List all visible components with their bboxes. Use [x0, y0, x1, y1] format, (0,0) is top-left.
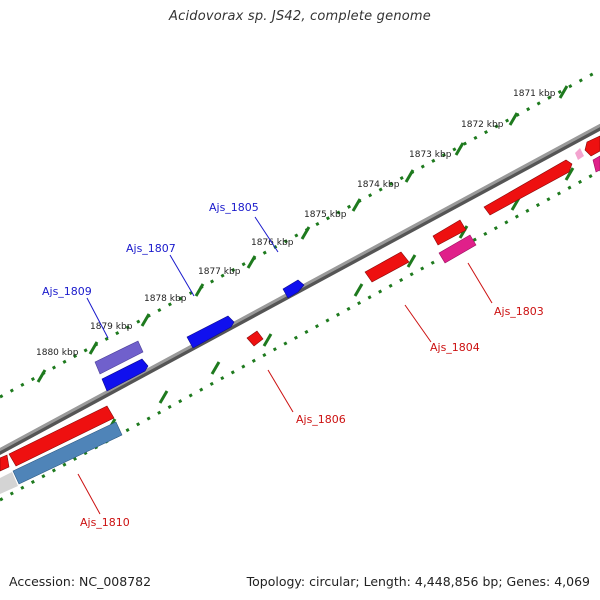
gene-label-ajs-1809: Ajs_1809: [42, 285, 92, 298]
topology-text: Topology: circular; Length: 4,448,856 bp…: [246, 574, 590, 589]
gene-label-ajs-1805: Ajs_1805: [209, 201, 259, 214]
gene-arrow-ajs-1809[interactable]: [94, 340, 144, 375]
callout-line-ajs-1807: [169, 254, 195, 297]
callout-line-ajs-1809: [86, 297, 109, 339]
gene-arrow-ajs-1810[interactable]: [12, 421, 123, 485]
kbp-tick-1877: [246, 255, 257, 269]
kbp-label: 1875 kbp: [304, 210, 347, 220]
kbp-label: 1873 kbp: [409, 150, 452, 160]
kbp-label: 1872 kbp: [461, 120, 504, 130]
gene-arrow-long-left[interactable]: [8, 405, 115, 467]
kbp-tick-1874: [404, 169, 415, 183]
gene-arrow-left-edge[interactable]: [0, 454, 10, 472]
callout-line-ajs-1805: [254, 216, 279, 253]
kbp-tick-1876: [300, 226, 311, 240]
kbp-label: 1877 kbp: [198, 267, 241, 277]
gene-arrow-ajs-1807[interactable]: [186, 315, 235, 349]
inner-tick: [262, 333, 273, 347]
gene-arrow-grey[interactable]: [0, 472, 18, 494]
gene-arrow-small[interactable]: [432, 219, 467, 246]
kbp-tick-1873: [454, 142, 465, 156]
gene-arrow-ajs-1804[interactable]: [364, 251, 410, 283]
kbp-tick-1880: [88, 341, 99, 355]
gene-arrow-ajs-1806[interactable]: [246, 330, 264, 347]
inner-tick: [158, 390, 169, 404]
outer-tick-track: [0, 68, 600, 399]
callout-line-ajs-1806: [267, 369, 294, 413]
kbp-label: 1874 kbp: [357, 180, 400, 190]
inner-tick: [210, 361, 221, 375]
inner-tick: [458, 225, 469, 239]
gene-arrow-magenta-edge[interactable]: [592, 155, 600, 173]
gene-marker-pink[interactable]: [575, 148, 584, 160]
kbp-tick-1875: [351, 198, 362, 212]
gene-arrow-right-edge[interactable]: [584, 135, 600, 157]
kbp-label: 1879 kbp: [90, 322, 133, 332]
inner-tick: [353, 283, 364, 297]
gene-label-ajs-1804: Ajs_1804: [430, 341, 480, 354]
gene-label-ajs-1807: Ajs_1807: [126, 242, 176, 255]
gene-label-ajs-1810: Ajs_1810: [80, 516, 130, 529]
kbp-tick-1872: [508, 112, 519, 126]
gene-arrow-ajs-1803[interactable]: [438, 234, 477, 264]
inner-tick: [564, 167, 575, 181]
gene-arrow-forward[interactable]: [101, 358, 149, 392]
callout-line-ajs-1804: [404, 304, 432, 343]
kbp-tick-1879: [140, 313, 151, 327]
kbp-tick-1878: [194, 283, 205, 297]
kbp-tick-1871: [558, 85, 569, 99]
map-title: Acidovorax sp. JS42, complete genome: [169, 9, 431, 24]
gene-arrow-long[interactable]: [483, 159, 573, 216]
gene-label-ajs-1806: Ajs_1806: [296, 413, 346, 426]
callout-line-ajs-1810: [77, 473, 101, 515]
accession-text: Accession: NC_008782: [9, 574, 152, 589]
forward-genes: [94, 279, 305, 392]
gene-arrow-ajs-1805[interactable]: [282, 279, 305, 299]
inner-tick: [406, 254, 417, 268]
reverse-genes: [0, 135, 600, 494]
inner-tick-track: [0, 169, 600, 502]
kbp-label: 1871 kbp: [513, 89, 556, 99]
callout-line-ajs-1803: [467, 262, 493, 304]
kbp-tick-1881: [36, 369, 47, 383]
kbp-label: 1880 kbp: [36, 348, 79, 358]
gene-label-ajs-1803: Ajs_1803: [494, 305, 544, 318]
kbp-label: 1878 kbp: [144, 294, 187, 304]
